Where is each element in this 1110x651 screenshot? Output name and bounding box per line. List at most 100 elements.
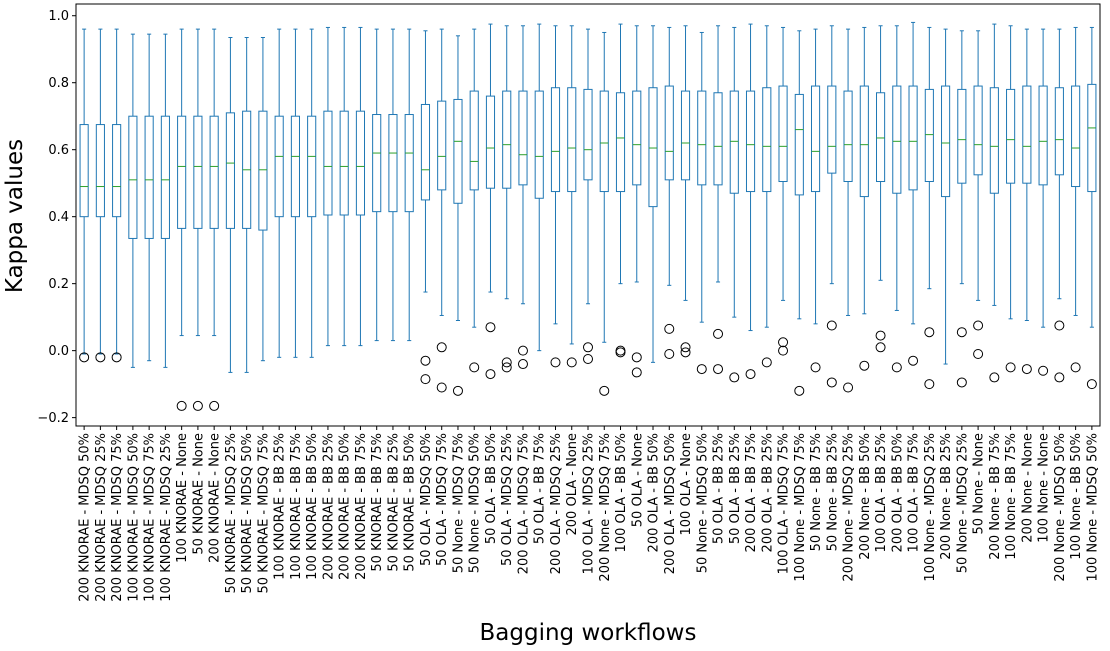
box-group [843, 28, 854, 393]
y-tick-label: 0.0 [48, 344, 69, 359]
box-iqr [437, 100, 447, 191]
outlier-point [989, 372, 1000, 383]
x-tick-label: 100 None - MDSQ 75% [793, 433, 808, 582]
x-tick-label: 200 OLA - MDSQ 25% [549, 433, 564, 574]
box-iqr [859, 85, 869, 198]
box-iqr [453, 98, 463, 204]
y-tick-label: 0.4 [48, 210, 69, 225]
box-iqr [680, 90, 691, 181]
box-group [111, 28, 122, 363]
outlier-point [192, 400, 203, 411]
outlier-point [599, 385, 610, 396]
box-iqr [307, 115, 317, 218]
box-group [599, 31, 610, 396]
outlier-point [778, 345, 789, 356]
x-tick-label: 100 None - BB 50% [1069, 433, 1084, 560]
box-iqr [664, 85, 674, 181]
box-iqr [372, 114, 382, 213]
box-iqr [1071, 85, 1081, 188]
box-group [1070, 26, 1081, 373]
box-iqr [79, 124, 89, 218]
outlier-point [1054, 320, 1065, 331]
x-tick-label: 50 KNORAE - MDSQ 25% [224, 433, 239, 593]
outlier-point [95, 352, 106, 363]
box-iqr [762, 87, 772, 193]
box-group [908, 21, 919, 366]
box-group [209, 28, 220, 411]
box-group [534, 23, 544, 352]
box-group [452, 35, 463, 396]
box-iqr [355, 110, 366, 216]
box-iqr [989, 87, 999, 194]
box-group [826, 25, 837, 388]
x-tick-label: 200 None - BB 50% [858, 433, 873, 560]
box-group [372, 28, 382, 342]
box-group [550, 25, 561, 368]
x-tick-label: 50 KNORAE - BB 75% [370, 433, 385, 572]
box-group [566, 25, 577, 368]
box-iqr [404, 114, 414, 213]
outlier-point [664, 323, 675, 334]
box-iqr [778, 85, 788, 183]
box-iqr [469, 90, 479, 191]
box-iqr [274, 115, 284, 218]
x-tick-label: 100 KNORAE - MDSQ 25% [159, 433, 174, 602]
box-group [436, 28, 447, 393]
box-iqr [1038, 85, 1048, 186]
x-tick-label: 50 KNORAE - BB 50% [403, 433, 418, 572]
box-group [696, 31, 707, 375]
box-iqr [632, 90, 642, 186]
x-tick-label: 200 None - MDSQ 50% [1053, 433, 1068, 582]
y-tick-label: −0.2 [37, 411, 69, 426]
x-tick-label: 100 None - MDSQ 25% [923, 433, 938, 582]
outlier-point [713, 364, 724, 375]
outlier-point [859, 360, 870, 371]
outlier-point [956, 377, 967, 388]
outlier-point [550, 357, 561, 368]
box-iqr [729, 90, 739, 194]
outlier-point [973, 320, 984, 331]
x-tick-label: 50 OLA - BB 25% [728, 433, 743, 544]
outlier-point [761, 357, 772, 368]
outlier-point [729, 372, 740, 383]
x-tick-label: 200 OLA - BB 75% [744, 433, 759, 552]
outlier-point [436, 382, 447, 393]
box-iqr [745, 90, 756, 193]
box-group [242, 36, 252, 373]
x-tick-label: 100 None - MDSQ 50% [1085, 433, 1100, 582]
outlier-point [1005, 362, 1016, 373]
x-tick-label: 50 None - MDSQ 75% [451, 433, 466, 573]
x-tick-label: 50 KNORAE - MDSQ 50% [240, 433, 255, 593]
box-group [745, 23, 756, 380]
x-tick-label: 50 None - BB 75% [809, 433, 824, 551]
x-tick-label: 50 OLA - BB 75% [533, 433, 548, 544]
x-tick-label: 100 KNORAE - MDSQ 75% [143, 433, 158, 602]
outlier-point [875, 342, 886, 353]
outlier-point [713, 328, 724, 339]
x-tick-label: 50 None - MDSQ 50% [468, 433, 483, 573]
x-tick-label: 50 None - MDSQ 25% [955, 433, 970, 573]
box-iqr [973, 85, 983, 176]
outlier-point [1086, 379, 1097, 390]
outlier-point [924, 327, 935, 338]
box-group [1021, 28, 1032, 375]
box-iqr [843, 90, 853, 183]
x-tick-label: 200 OLA - MDSQ 75% [516, 433, 531, 574]
outlier-point [436, 342, 447, 353]
box-iqr [485, 95, 496, 189]
box-group [891, 25, 902, 373]
y-axis: −0.2 0.0 0.2 0.4 0.6 0.8 1.0 [37, 9, 76, 426]
box-group [631, 25, 642, 378]
box-group [664, 26, 675, 359]
box-group [794, 30, 805, 396]
outlier-point [420, 374, 431, 385]
x-axis-title: Bagging workflows [480, 620, 697, 646]
box-iqr [258, 110, 268, 231]
x-tick-label: 200 KNORAE - MDSQ 75% [110, 433, 125, 602]
x-tick-label: 50 OLA - MDSQ 75% [435, 433, 450, 566]
outlier-point [1054, 372, 1065, 383]
box-group [79, 28, 90, 363]
box-group [810, 28, 821, 373]
box-group [160, 33, 170, 368]
